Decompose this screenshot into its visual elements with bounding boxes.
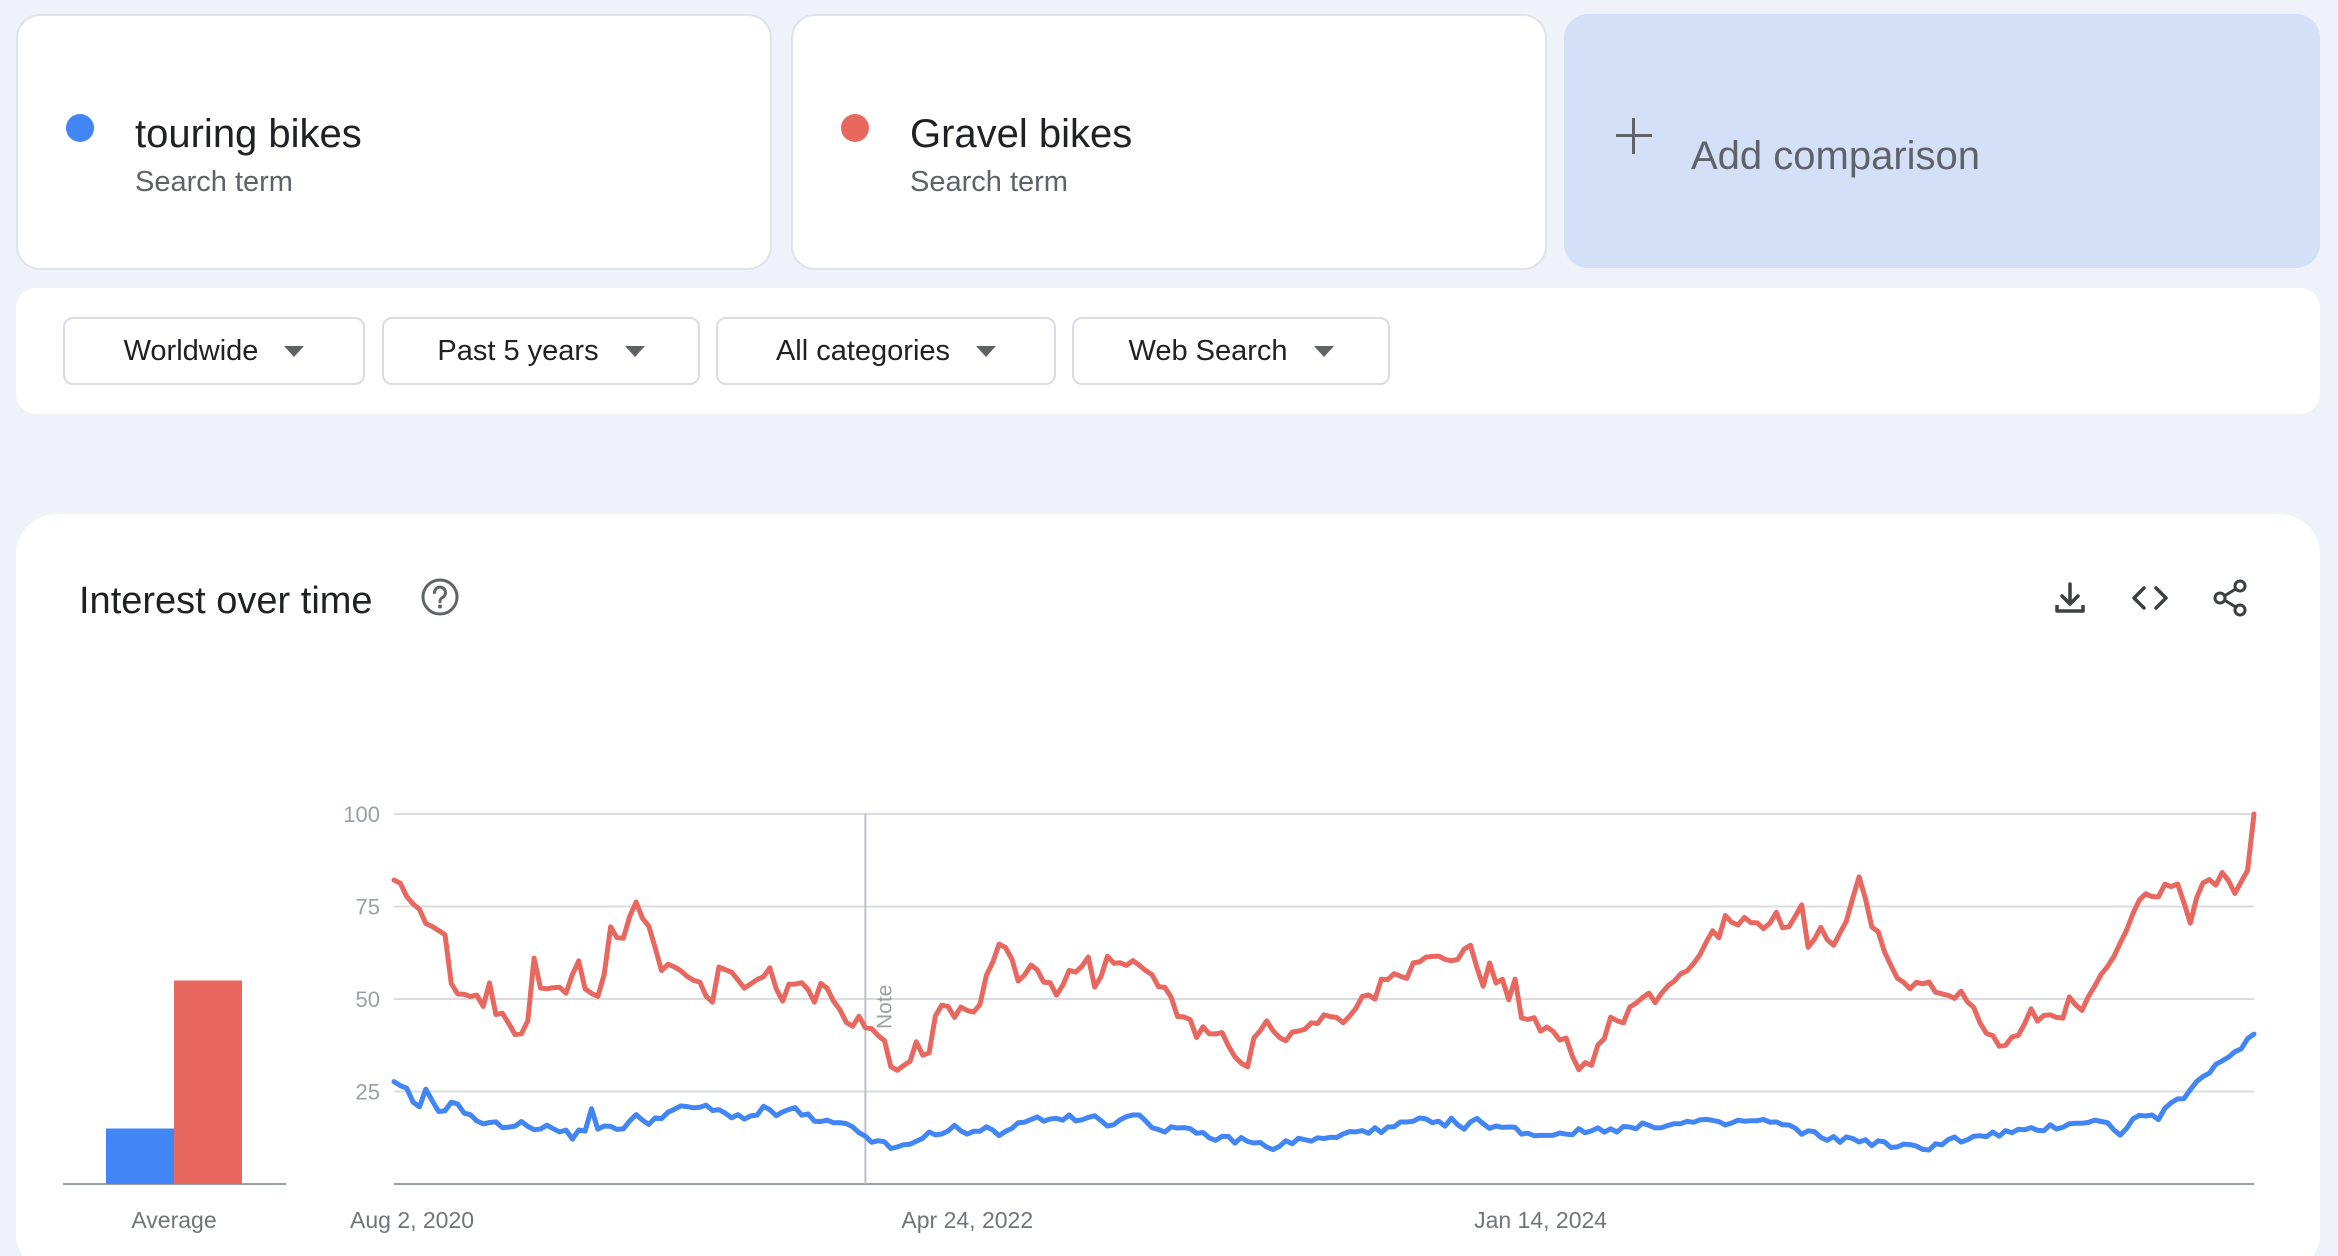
- share-icon[interactable]: [2210, 578, 2250, 618]
- term-type: Search term: [910, 166, 1068, 198]
- average-bar-gravel-bikes: [174, 980, 242, 1184]
- download-icon[interactable]: [2050, 578, 2090, 618]
- term-card-touring-bikes[interactable]: touring bikes Search term: [16, 14, 772, 270]
- add-comparison-label: Add comparison: [1691, 134, 1981, 178]
- caret-down-icon: [624, 345, 645, 357]
- filter-label: Past 5 years: [437, 334, 599, 367]
- term-color-dot: [841, 114, 869, 142]
- term-name: Gravel bikes: [910, 112, 1133, 156]
- category-filter-dropdown[interactable]: All categories: [716, 317, 1056, 385]
- y-tick-label: 50: [356, 987, 380, 1012]
- filter-bar: Worldwide Past 5 years All categories We…: [16, 288, 2320, 414]
- filter-label: Worldwide: [123, 334, 259, 367]
- filter-label: Web Search: [1128, 334, 1288, 367]
- x-tick-label: Jan 14, 2024: [1474, 1207, 1607, 1233]
- embed-code-icon[interactable]: [2130, 578, 2170, 618]
- note-marker-label: Note: [873, 985, 896, 1029]
- term-type: Search term: [135, 166, 293, 198]
- time-range-filter-dropdown[interactable]: Past 5 years: [382, 317, 700, 385]
- series-line-touring-bikes: [391, 1031, 2257, 1153]
- x-tick-label: Apr 24, 2022: [901, 1207, 1033, 1233]
- section-title: Interest over time: [79, 580, 373, 622]
- term-card-gravel-bikes[interactable]: Gravel bikes Search term: [791, 14, 1547, 270]
- filter-label: All categories: [775, 334, 951, 367]
- region-filter-dropdown[interactable]: Worldwide: [63, 317, 365, 385]
- interest-over-time-chart: 100 75 50 25 Note Aug 2, 2020 Apr 24, 2022 Jan …: [63, 802, 2257, 1233]
- caret-down-icon: [284, 345, 305, 357]
- y-tick-label: 25: [356, 1080, 380, 1105]
- series-line-gravel-bikes: [391, 811, 2257, 1073]
- average-bar-touring-bikes: [106, 1128, 174, 1184]
- y-tick-label: 75: [356, 895, 380, 920]
- search-type-filter-dropdown[interactable]: Web Search: [1072, 317, 1390, 385]
- add-comparison-button[interactable]: Add comparison: [1564, 14, 2320, 268]
- x-tick-label: Aug 2, 2020: [350, 1207, 474, 1233]
- y-tick-label: 100: [343, 802, 380, 827]
- average-label: Average: [131, 1207, 216, 1233]
- caret-down-icon: [1313, 345, 1334, 357]
- caret-down-icon: [976, 345, 997, 357]
- term-color-dot: [66, 114, 94, 142]
- term-name: touring bikes: [135, 112, 362, 156]
- interest-over-time-card: Interest over time 100 75 50 25 Note Aug 2, 2…: [16, 514, 2320, 1256]
- plus-icon: [1616, 118, 1652, 154]
- help-icon[interactable]: [420, 577, 460, 617]
